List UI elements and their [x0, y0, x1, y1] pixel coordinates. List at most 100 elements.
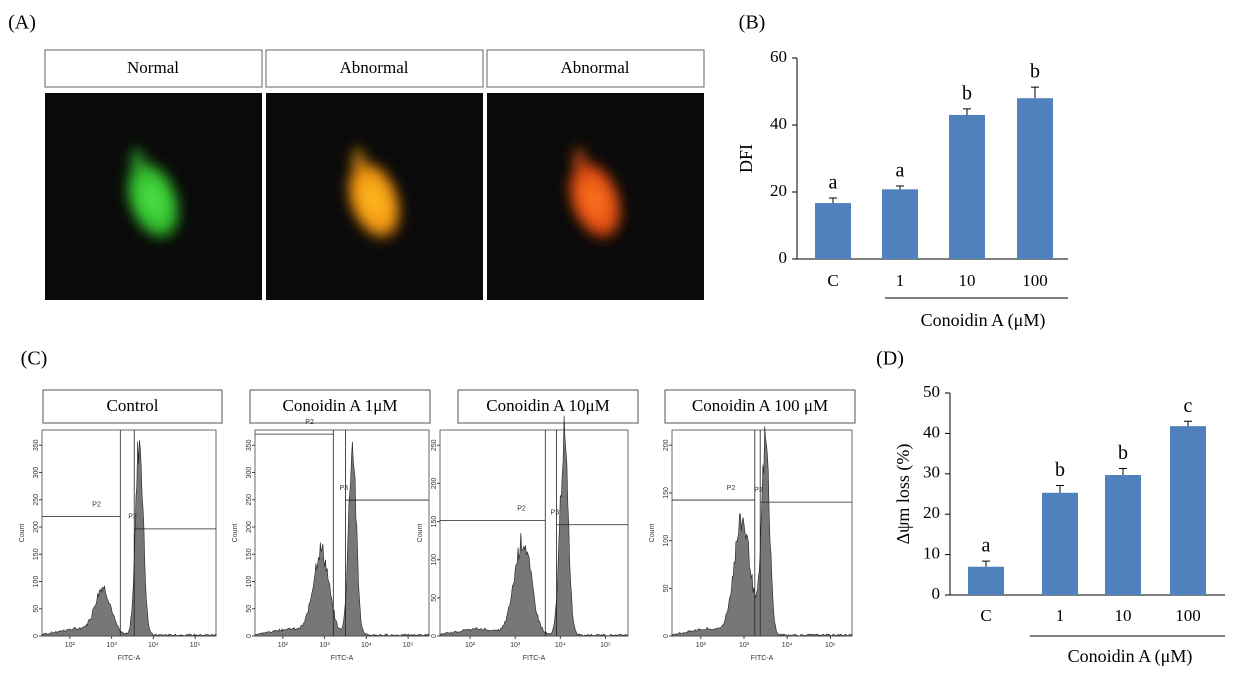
flow-x-tick-label: 10⁴: [782, 642, 793, 649]
plot-frame: [254, 429, 430, 637]
flow-y-tick-label: 250: [246, 494, 253, 506]
flow-x-tick-label: 10²: [696, 642, 707, 649]
image-title: Abnormal: [561, 58, 630, 77]
histogram: [439, 415, 629, 637]
y-tick-label: 40: [770, 114, 787, 133]
flow-title: Conoidin A 1μM: [283, 396, 398, 415]
flow-x-label: FITC-A: [118, 655, 141, 662]
image-title-box: [486, 49, 705, 88]
x-tick-label: 10: [1115, 606, 1132, 625]
flow-y-tick-label: 0: [246, 634, 253, 638]
bar: [1170, 426, 1206, 595]
flow-y-tick-label: 50: [663, 584, 670, 592]
x-tick-label: 10: [959, 271, 976, 290]
significance-letter: b: [1055, 459, 1065, 481]
flow-y-tick-label: 200: [431, 477, 438, 489]
flow-x-tick-label: 10⁵: [190, 642, 201, 649]
flow-y-tick-label: 0: [431, 634, 438, 638]
bar: [1105, 475, 1141, 595]
image-title: Abnormal: [340, 58, 409, 77]
flow-y-tick-label: 100: [431, 554, 438, 566]
flow-y-tick-label: 0: [33, 634, 40, 638]
gate-label: P2: [727, 485, 736, 492]
gate-label: P2: [517, 505, 526, 512]
flow-y-tick-label: 150: [431, 516, 438, 528]
significance-letter: a: [829, 172, 838, 194]
panel-label: (D): [876, 348, 904, 370]
gate-lines: [440, 430, 628, 636]
gate-lines: [255, 430, 429, 636]
flow-y-label: Count: [417, 524, 424, 543]
flow-x-tick-label: 10³: [320, 642, 331, 649]
histogram: [41, 440, 217, 637]
error-bar: [963, 108, 971, 115]
error-bar: [1184, 420, 1192, 427]
flow-y-tick-label: 150: [246, 548, 253, 560]
y-tick-label: 10: [923, 544, 940, 563]
plot-frame: [41, 429, 217, 637]
y-tick-label: 40: [923, 422, 940, 441]
error-bar: [1031, 86, 1039, 99]
x-tick-label: 1: [896, 271, 905, 290]
flow-y-tick-label: 150: [663, 487, 670, 499]
sperm-head: [343, 144, 405, 245]
flow-y-label: Count: [232, 524, 239, 543]
flow-x-label: FITC-A: [523, 655, 546, 662]
gate-label: P3: [128, 514, 137, 521]
flow-x-tick-label: 10³: [510, 642, 521, 649]
flow-x-tick-label: 10⁵: [403, 642, 414, 649]
flow-title: Conoidin A 100 μM: [692, 396, 828, 415]
flow-x-label: FITC-A: [751, 655, 774, 662]
bar: [968, 566, 1004, 595]
y-tick-label: 0: [932, 584, 941, 603]
y-tick-label: 0: [779, 248, 788, 267]
bar: [815, 203, 851, 259]
flow-title-box: [457, 389, 639, 424]
image-title: Normal: [127, 58, 179, 77]
x-tick-label: 100: [1175, 606, 1201, 625]
flow-x-tick-label: 10⁵: [600, 642, 611, 649]
error-bar: [896, 185, 904, 190]
sperm-blob: [343, 155, 405, 245]
flow-y-label: Count: [19, 524, 26, 543]
flow-y-tick-label: 50: [33, 605, 40, 613]
flow-y-tick-label: 150: [33, 548, 40, 560]
flow-y-tick-label: 200: [663, 439, 670, 451]
panel-label: (C): [21, 348, 48, 370]
bar: [1042, 492, 1078, 595]
histogram: [254, 441, 430, 637]
flow-x-tick-label: 10²: [465, 642, 476, 649]
x-tick-label: C: [980, 606, 991, 625]
flow-title-box: [249, 389, 431, 424]
gate-lines: [42, 430, 216, 636]
sperm-head: [122, 144, 184, 245]
flow-y-tick-label: 50: [246, 605, 253, 613]
significance-letter: b: [962, 83, 972, 105]
significance-letter: b: [1030, 61, 1040, 83]
significance-letter: c: [1184, 395, 1193, 417]
flow-title-box: [664, 389, 856, 424]
flow-x-tick-label: 10⁴: [361, 642, 372, 649]
flow-x-tick-label: 10³: [107, 642, 118, 649]
bar: [1017, 98, 1053, 259]
flow-y-tick-label: 50: [431, 594, 438, 602]
sperm-tail: [571, 144, 587, 176]
x-tick-label: 100: [1022, 271, 1048, 290]
sperm-blob: [564, 155, 626, 245]
y-tick-label: 20: [923, 503, 940, 522]
flow-x-tick-label: 10²: [278, 642, 289, 649]
histogram: [671, 426, 853, 637]
x-axis-label: Conoidin A (μM): [921, 310, 1046, 331]
gate-label: P3: [754, 487, 763, 494]
gate-label: P2: [92, 501, 101, 508]
x-tick-label: C: [827, 271, 838, 290]
error-bar: [829, 197, 837, 204]
gate-label: P3: [339, 485, 348, 492]
gate-label: P2: [305, 419, 314, 426]
significance-letter: a: [982, 535, 991, 557]
image-title-box: [265, 49, 484, 88]
flow-y-tick-label: 100: [33, 576, 40, 588]
flow-y-tick-label: 350: [246, 439, 253, 451]
flow-y-tick-label: 300: [33, 467, 40, 479]
x-tick-label: 1: [1056, 606, 1065, 625]
